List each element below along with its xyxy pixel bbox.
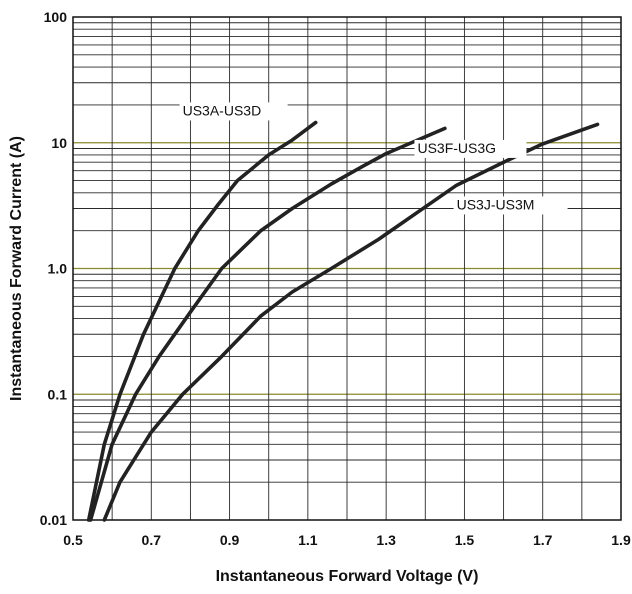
y-axis-title: Instantaneous Forward Current (A) (8, 136, 25, 401)
y-tick-label: 10 (51, 135, 67, 151)
x-tick-label: 1.1 (298, 532, 318, 548)
plot-frame (72, 16, 622, 521)
series-label-1: US3A-US3D (183, 102, 262, 118)
y-tick-label: 0.01 (40, 512, 67, 528)
y-tick-label: 1.0 (48, 261, 68, 277)
series-line-2 (88, 126, 447, 522)
x-tick-label: 1.3 (376, 532, 396, 548)
y-tick-label: 0.1 (48, 386, 68, 402)
series-line-3 (102, 122, 600, 522)
series-label-2: US3F-US3G (417, 140, 496, 156)
x-tick-label: 0.9 (220, 532, 240, 548)
x-axis-title: Instantaneous Forward Voltage (V) (216, 568, 479, 585)
y-tick-label: 100 (44, 9, 68, 25)
x-tick-label: 1.7 (533, 532, 553, 548)
series-lines (86, 120, 600, 522)
series-line-1 (86, 120, 318, 522)
x-tick-label: 1.9 (611, 532, 631, 548)
series-labels: US3A-US3D US3F-US3G US3J-US3M (179, 102, 568, 215)
x-tick-label: 0.7 (142, 532, 162, 548)
grid (73, 17, 621, 521)
series-label-background (179, 102, 288, 121)
series-label-background (453, 196, 568, 215)
series-label-background (414, 139, 527, 158)
x-tick-label: 1.5 (455, 532, 475, 548)
tick-labels: 0.5 0.7 0.9 1.1 1.3 1.5 1.7 1.9 0.01 0.1 1.0 10 100 (40, 9, 631, 548)
x-tick-label: 0.5 (63, 532, 83, 548)
series-label-3: US3J-US3M (457, 196, 535, 212)
